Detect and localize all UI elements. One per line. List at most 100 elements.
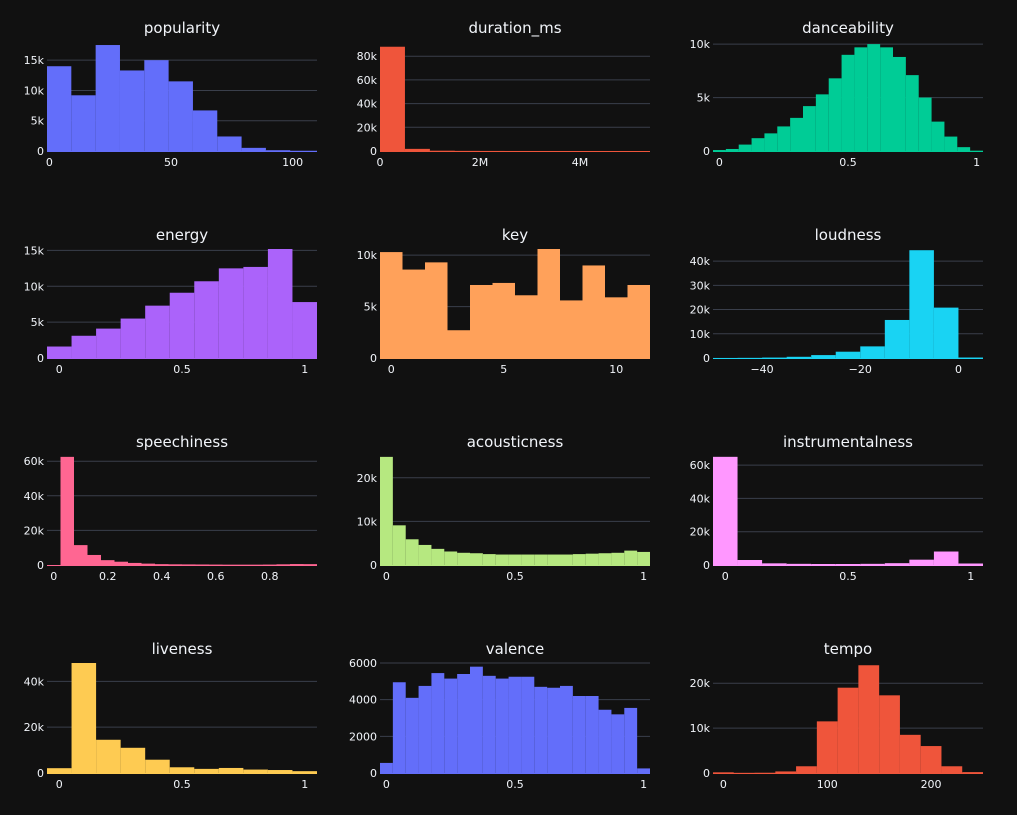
histogram-bar	[828, 78, 842, 151]
histogram-bar	[425, 262, 448, 358]
y-tick-label: 10k	[24, 280, 45, 293]
histogram-bar	[958, 563, 983, 565]
x-tick-label: 0	[955, 363, 962, 376]
histogram-bar	[738, 144, 752, 151]
x-tick-label: 0	[56, 363, 63, 376]
panel-title: popularity	[144, 19, 220, 37]
histogram-bar	[482, 554, 496, 565]
histogram-bar	[236, 564, 250, 566]
panel-title: liveness	[152, 640, 213, 658]
histogram-bar	[492, 282, 515, 358]
histogram-bar	[786, 356, 812, 358]
histogram-bar	[713, 456, 738, 565]
y-tick-label: 0	[703, 352, 710, 365]
histogram-bar	[941, 766, 963, 773]
histogram-bar	[893, 56, 906, 151]
histogram-bar	[101, 560, 115, 565]
histogram-bar	[909, 250, 934, 358]
histogram-bar	[880, 47, 893, 151]
x-tick-label: 200	[921, 778, 942, 791]
histogram-bar	[380, 46, 405, 151]
histogram-bar	[243, 266, 268, 358]
histogram-bar	[470, 284, 493, 358]
histogram-bar	[725, 148, 739, 151]
energy-panel: 0 5k 10k 15k 0 0.5 1 energy	[24, 226, 317, 376]
histogram-bar	[944, 136, 958, 151]
histogram-bar	[860, 346, 885, 358]
x-tick-label: 0	[46, 156, 53, 169]
histogram-bar	[169, 767, 195, 773]
x-tick-label: 0.5	[506, 778, 524, 791]
y-tick-label: 20k	[24, 524, 45, 537]
y-tick-label: 0	[37, 145, 44, 158]
histogram-bar	[71, 663, 97, 773]
y-tick-label: 80k	[357, 50, 378, 63]
histogram-bar	[637, 768, 650, 773]
histogram-bar	[764, 133, 778, 151]
histogram-bar	[854, 47, 868, 151]
histogram-bar	[145, 305, 170, 358]
histogram-bar	[218, 767, 244, 773]
histogram-bar	[96, 739, 121, 773]
histogram-bar	[241, 147, 266, 151]
x-tick-label: 1	[301, 778, 308, 791]
x-tick-label: 100	[817, 778, 838, 791]
x-tick-label: −20	[849, 363, 872, 376]
x-tick-label: 1	[967, 570, 974, 583]
histogram-bar	[858, 665, 880, 773]
y-tick-label: 0	[703, 767, 710, 780]
popularity-panel: 0 5k 10k 15k 0 50 100 popularity	[24, 19, 317, 169]
danceability-panel: 0 5k 10k 0 0.5 1 danceability	[690, 19, 983, 169]
y-tick-label: 60k	[24, 455, 45, 468]
histogram-bar	[867, 44, 881, 152]
histogram-bar	[521, 554, 535, 565]
histogram-bar	[790, 117, 803, 151]
histogram-bar	[521, 676, 535, 773]
histogram-bar	[737, 560, 763, 565]
histogram-bar	[713, 150, 726, 151]
histogram-bar	[71, 95, 96, 151]
histogram-bar	[762, 563, 787, 565]
histogram-bar	[918, 97, 932, 151]
histogram-bar	[218, 268, 244, 358]
histogram-bar	[265, 150, 291, 151]
histogram-bar	[815, 94, 829, 151]
y-tick-label: 0	[370, 352, 377, 365]
x-tick-label: 5	[500, 363, 507, 376]
histogram-bar	[47, 66, 72, 151]
panel-title: speechiness	[136, 433, 228, 451]
histogram-bar	[168, 564, 182, 565]
y-tick-label: 0	[37, 559, 44, 572]
panel-title: energy	[156, 226, 208, 244]
histogram-bar	[209, 564, 223, 566]
x-tick-label: 1	[973, 156, 980, 169]
histogram-bar	[624, 550, 638, 565]
histogram-bar	[627, 284, 650, 358]
y-tick-label: 0	[370, 767, 377, 780]
y-tick-label: 60k	[690, 459, 711, 472]
histogram-bar	[605, 297, 628, 358]
histogram-bar	[380, 456, 393, 565]
histogram-bar	[611, 714, 625, 773]
histogram-bar	[114, 561, 128, 565]
y-tick-label: 2000	[349, 730, 377, 743]
x-tick-label: 0	[720, 778, 727, 791]
x-tick-label: 0	[388, 363, 395, 376]
histogram-bar	[957, 147, 971, 151]
histogram-bar	[169, 292, 195, 358]
x-tick-label: 10	[609, 363, 623, 376]
valence-panel: 0 2000 4000 6000 0 0.5 1 valence	[349, 640, 650, 791]
histogram-bar	[457, 552, 470, 565]
x-tick-label: 1	[301, 363, 308, 376]
histogram-bar	[145, 759, 170, 773]
histogram-bar	[560, 300, 583, 358]
y-tick-label: 60k	[357, 74, 378, 87]
histogram-bar	[762, 357, 787, 359]
x-tick-label: 0.5	[839, 570, 857, 583]
panel-title: loudness	[815, 226, 882, 244]
y-tick-label: 20k	[24, 721, 45, 734]
histogram-bar	[884, 319, 910, 358]
histogram-bar	[47, 346, 72, 358]
histogram-bar	[920, 746, 942, 773]
histogram-bar	[582, 265, 605, 358]
